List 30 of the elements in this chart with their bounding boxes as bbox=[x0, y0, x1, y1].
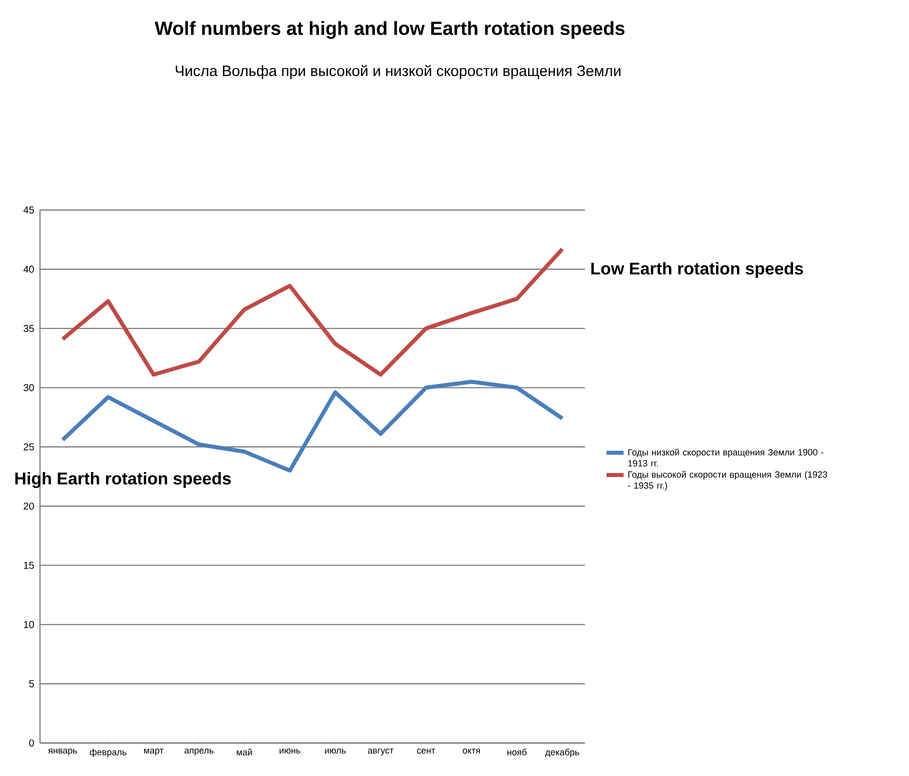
y-tick-label: 0 bbox=[29, 739, 34, 747]
x-tick-label: февраль bbox=[90, 748, 126, 758]
line-series bbox=[60, 247, 564, 377]
y-tick-label: 35 bbox=[24, 324, 34, 332]
x-tick-label: декабрь bbox=[545, 748, 580, 758]
y-tick-label: 15 bbox=[24, 562, 34, 569]
x-tick-label: март bbox=[144, 748, 164, 756]
x-tick-label: сент bbox=[417, 748, 436, 754]
x-tick-label: нояб bbox=[508, 748, 527, 756]
y-tick-label: 40 bbox=[23, 266, 34, 273]
x-tick-label: октя bbox=[462, 748, 480, 754]
y-tick-label: 5 bbox=[29, 680, 34, 688]
x-tick-label: апрель bbox=[184, 748, 214, 756]
annotation: High Earth rotation speeds bbox=[15, 472, 231, 488]
legend-label: Годы низкой скорости вращения Земли 1900 - 1913 гг. bbox=[628, 448, 824, 466]
y-tick-label: 10 bbox=[24, 621, 34, 628]
x-tick-label: июль bbox=[325, 748, 346, 754]
y-tick-label: 20 bbox=[24, 502, 34, 510]
x-tick-label: май bbox=[236, 748, 252, 756]
x-tick-label: январь bbox=[48, 748, 77, 756]
y-tick-label: 25 bbox=[24, 443, 34, 450]
chart-subtitle: Числа Вольфа при высокой и низкой скорости вращения Земли bbox=[176, 64, 620, 80]
x-tick-label: август bbox=[368, 748, 394, 756]
legend-label: Годы высокой скорости вращения Земли (1923 - 1935 гг.) bbox=[628, 470, 828, 490]
line-series bbox=[60, 380, 564, 473]
x-tick-label: июнь bbox=[280, 748, 300, 754]
y-tick-label: 30 bbox=[24, 384, 34, 392]
text: Low Earth rotation speeds bbox=[591, 262, 803, 278]
y-tick-label: 45 bbox=[23, 206, 34, 214]
chart-title: Wolf numbers at high and low Earth rotation speeds bbox=[154, 21, 624, 39]
